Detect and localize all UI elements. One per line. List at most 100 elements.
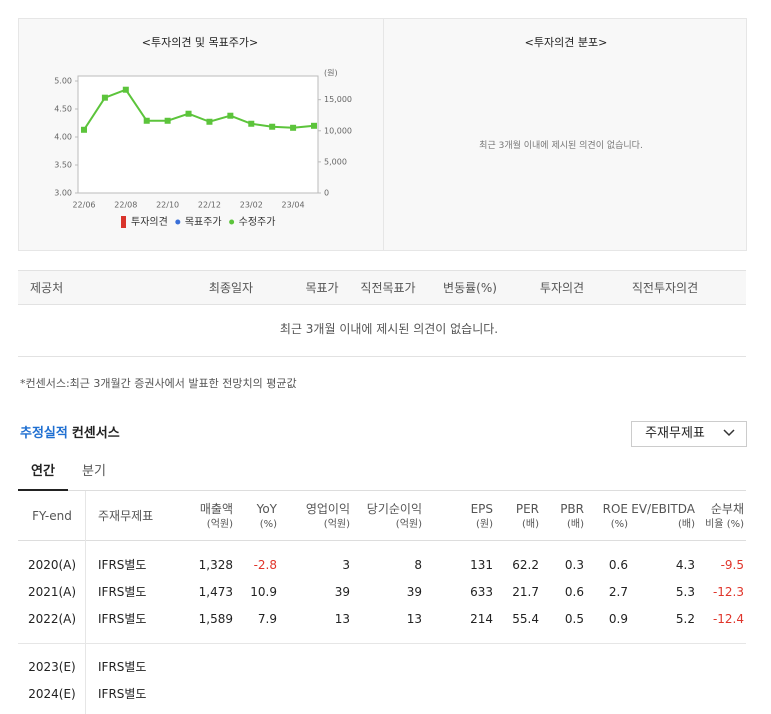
tab-active-underline (18, 489, 68, 491)
column-header: EV/EBITDA (631, 502, 695, 516)
table-cell: 4.3 (675, 558, 695, 572)
price-point (101, 94, 108, 101)
table-cell: 7.9 (257, 612, 277, 626)
x-tick-label: 22/12 (198, 201, 221, 210)
x-tick-label: 22/06 (72, 201, 95, 210)
column-header: 직전투자의견 (631, 281, 699, 295)
column-header: 매출액 (199, 502, 233, 516)
column-header: 당기순이익 (366, 502, 422, 516)
table-cell: 55.4 (512, 612, 539, 626)
table-cell: 1,328 (198, 558, 233, 572)
price-point (185, 110, 192, 117)
table-cell: 13 (406, 612, 422, 626)
y2-tick-label: 0 (324, 189, 329, 198)
x-tick-label: 23/02 (240, 201, 263, 210)
panel-divider (383, 19, 384, 250)
legend-marker (175, 219, 181, 225)
column-header: 영업이익 (305, 502, 350, 516)
section-title-highlight: 추정실적 (20, 426, 68, 441)
panel-title: <투자의견 및 목표주가> (141, 36, 259, 49)
empty-message: 최근 3개월 이내에 제시된 의견이 없습니다. (479, 141, 643, 151)
column-header: 비율 (%) (705, 519, 744, 530)
tab[interactable]: 연간 (31, 464, 55, 479)
column-header: (%) (259, 519, 277, 530)
opinion-header-bg (18, 270, 746, 305)
table-cell: 633 (470, 585, 493, 599)
table-cell: 39 (406, 585, 422, 599)
table-cell: 62.2 (512, 558, 539, 572)
header-line (18, 540, 746, 541)
chart: 3.00 3.50 4.00 4.50 5.00 0 5,000 10,000 15,000 (원… (54, 69, 352, 228)
price-point (311, 122, 317, 129)
table-cell: 0.5 (564, 612, 584, 626)
table-cell: 2022(A) (27, 612, 77, 626)
column-header: (억원) (395, 519, 422, 530)
table-cell: IFRS별도 (98, 612, 147, 626)
column-header: 주재무제표 (98, 509, 154, 523)
column-header: EPS (470, 502, 493, 516)
table-cell: 10.9 (250, 585, 277, 599)
table-cell: 0.9 (608, 612, 628, 626)
table-cell: 0.6 (564, 585, 584, 599)
price-point (269, 123, 276, 130)
legend-label: 수정주가 (239, 216, 276, 228)
table-cell: IFRS별도 (98, 660, 147, 674)
table-cell: 13 (334, 612, 350, 626)
price-point (122, 86, 129, 93)
empty-message: 최근 3개월 이내에 제시된 의견이 없습니다. (279, 322, 499, 336)
separator (18, 356, 746, 357)
y2-tick-label: 5,000 (324, 157, 347, 166)
dropdown-arrow (723, 429, 735, 437)
column-header: YoY (256, 502, 277, 516)
column-header: PBR (560, 502, 584, 516)
table-cell: IFRS별도 (98, 687, 147, 701)
y-tick-label: 5.00 (54, 77, 72, 86)
table-cell: 2.7 (608, 585, 628, 599)
column-header: 순부채 (710, 502, 744, 516)
price-point (248, 120, 255, 127)
table-cell: 2021(A) (27, 585, 77, 599)
table-cell: -2.8 (253, 558, 277, 572)
legend-marker (229, 219, 235, 225)
dropdown-label: 주재무제표 (645, 426, 705, 441)
price-line (83, 88, 315, 131)
price-point (206, 118, 213, 125)
price-point (81, 126, 87, 133)
legend-marker (121, 216, 126, 228)
column-header: 제공처 (30, 281, 64, 295)
price-point (164, 117, 171, 124)
column-header: (원) (475, 519, 493, 530)
column-header: (배) (521, 519, 539, 530)
table-cell: 1,473 (198, 585, 233, 599)
column-header: 목표가 (305, 281, 339, 295)
y2-unit: (원) (324, 69, 338, 78)
x-tick-label: 22/10 (156, 201, 179, 210)
tab-line (18, 490, 746, 491)
table-cell: -12.4 (712, 612, 744, 626)
price-point (143, 117, 150, 124)
x-tick-label: 22/08 (114, 201, 137, 210)
table-cell: 131 (470, 558, 493, 572)
legend-label: 투자의견 (131, 216, 168, 228)
y2-tick-label: 15,000 (324, 95, 352, 104)
legend-label: 목표주가 (185, 216, 222, 228)
column-header: (억원) (206, 519, 233, 530)
y-tick-label: 4.00 (54, 133, 72, 142)
table-cell: -12.3 (712, 585, 744, 599)
column-header: 직전목표가 (360, 281, 416, 295)
x-tick-label: 23/04 (282, 201, 305, 210)
table-cell: 0.3 (564, 558, 584, 572)
table-cell: 3 (342, 558, 350, 572)
column-header: (배) (566, 519, 584, 530)
column-header: (배) (677, 519, 695, 530)
price-point (227, 112, 234, 119)
table-cell: 21.7 (512, 585, 539, 599)
column-header: 변동률(%) (443, 281, 497, 295)
y2-tick-label: 10,000 (324, 126, 352, 135)
table-cell: 8 (414, 558, 422, 572)
tab[interactable]: 분기 (82, 464, 106, 479)
table-cell: 1,589 (198, 612, 233, 626)
column-header: FY-end (32, 509, 72, 523)
column-header: (%) (610, 519, 628, 530)
